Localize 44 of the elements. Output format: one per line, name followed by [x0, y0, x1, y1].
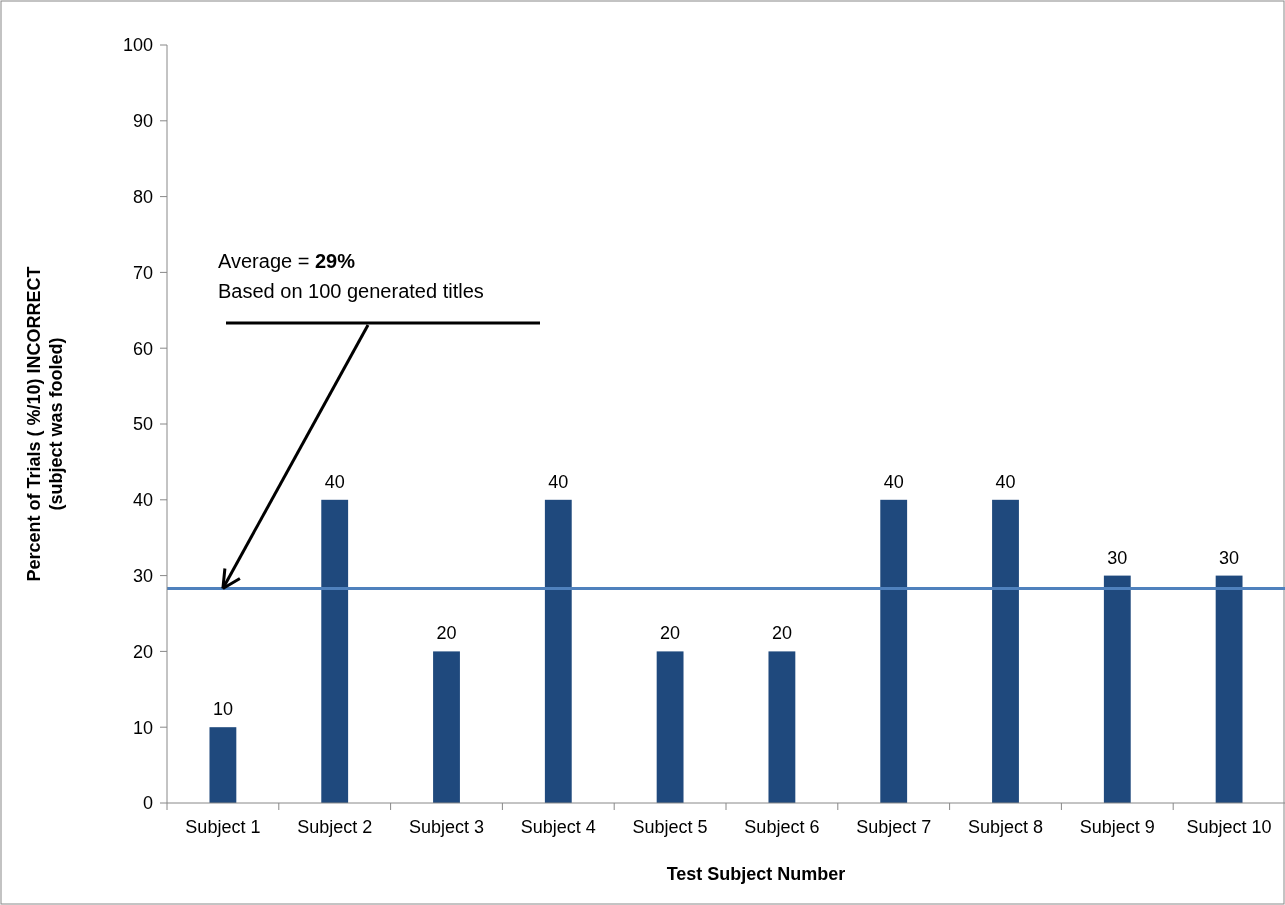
data-label: 20	[436, 623, 457, 644]
x-tick-label: Subject 9	[1079, 817, 1155, 837]
x-tick-label: Subject 2	[297, 817, 373, 837]
y-tick-label: 20	[132, 641, 153, 662]
data-label: 30	[1107, 547, 1128, 568]
x-tick-label: Subject 10	[1186, 817, 1272, 837]
y-tick-label: 30	[132, 565, 153, 586]
x-tick-label: Subject 6	[744, 817, 820, 837]
y-tick-label: 90	[132, 111, 153, 132]
data-label: 40	[883, 471, 904, 492]
bar	[1215, 575, 1243, 803]
x-tick-label: Subject 4	[520, 817, 596, 837]
y-tick-label: 70	[132, 262, 153, 283]
y-tick-label: 50	[132, 414, 153, 435]
bar	[768, 651, 796, 803]
x-axis-title: Test Subject Number	[666, 864, 846, 884]
data-label: 40	[995, 471, 1016, 492]
y-tick-label: 60	[132, 338, 153, 359]
x-tick-label: Subject 7	[856, 817, 932, 837]
data-label: 30	[1219, 547, 1240, 568]
y-axis-title: Percent of Trials ( %/10) INCORRECT (subject was fooled)	[24, 266, 66, 582]
bar	[544, 499, 572, 803]
x-tick-label: Subject 1	[185, 817, 261, 837]
data-label: 20	[660, 623, 681, 644]
y-tick-label: 80	[132, 186, 153, 207]
data-label: 40	[548, 471, 569, 492]
bar	[433, 651, 460, 803]
x-tick-label: Subject 5	[632, 817, 708, 837]
y-tick-label: 10	[132, 717, 153, 738]
y-tick-label: 0	[142, 793, 153, 814]
data-label: 40	[324, 471, 345, 492]
bar	[656, 651, 684, 803]
bar	[209, 727, 237, 803]
data-label: 10	[212, 699, 233, 720]
bar	[1103, 575, 1131, 803]
x-tick-label: Subject 8	[967, 817, 1044, 837]
x-tick-label: Subject 3	[408, 817, 485, 837]
bar	[321, 499, 349, 803]
data-label: 20	[771, 623, 792, 644]
y-tick-label: 40	[132, 490, 153, 511]
y-tick-label: 100	[122, 35, 153, 56]
annotation: Average = 29% Based on 100 generated titles	[218, 250, 484, 302]
bar	[992, 499, 1019, 803]
bar	[880, 499, 908, 803]
